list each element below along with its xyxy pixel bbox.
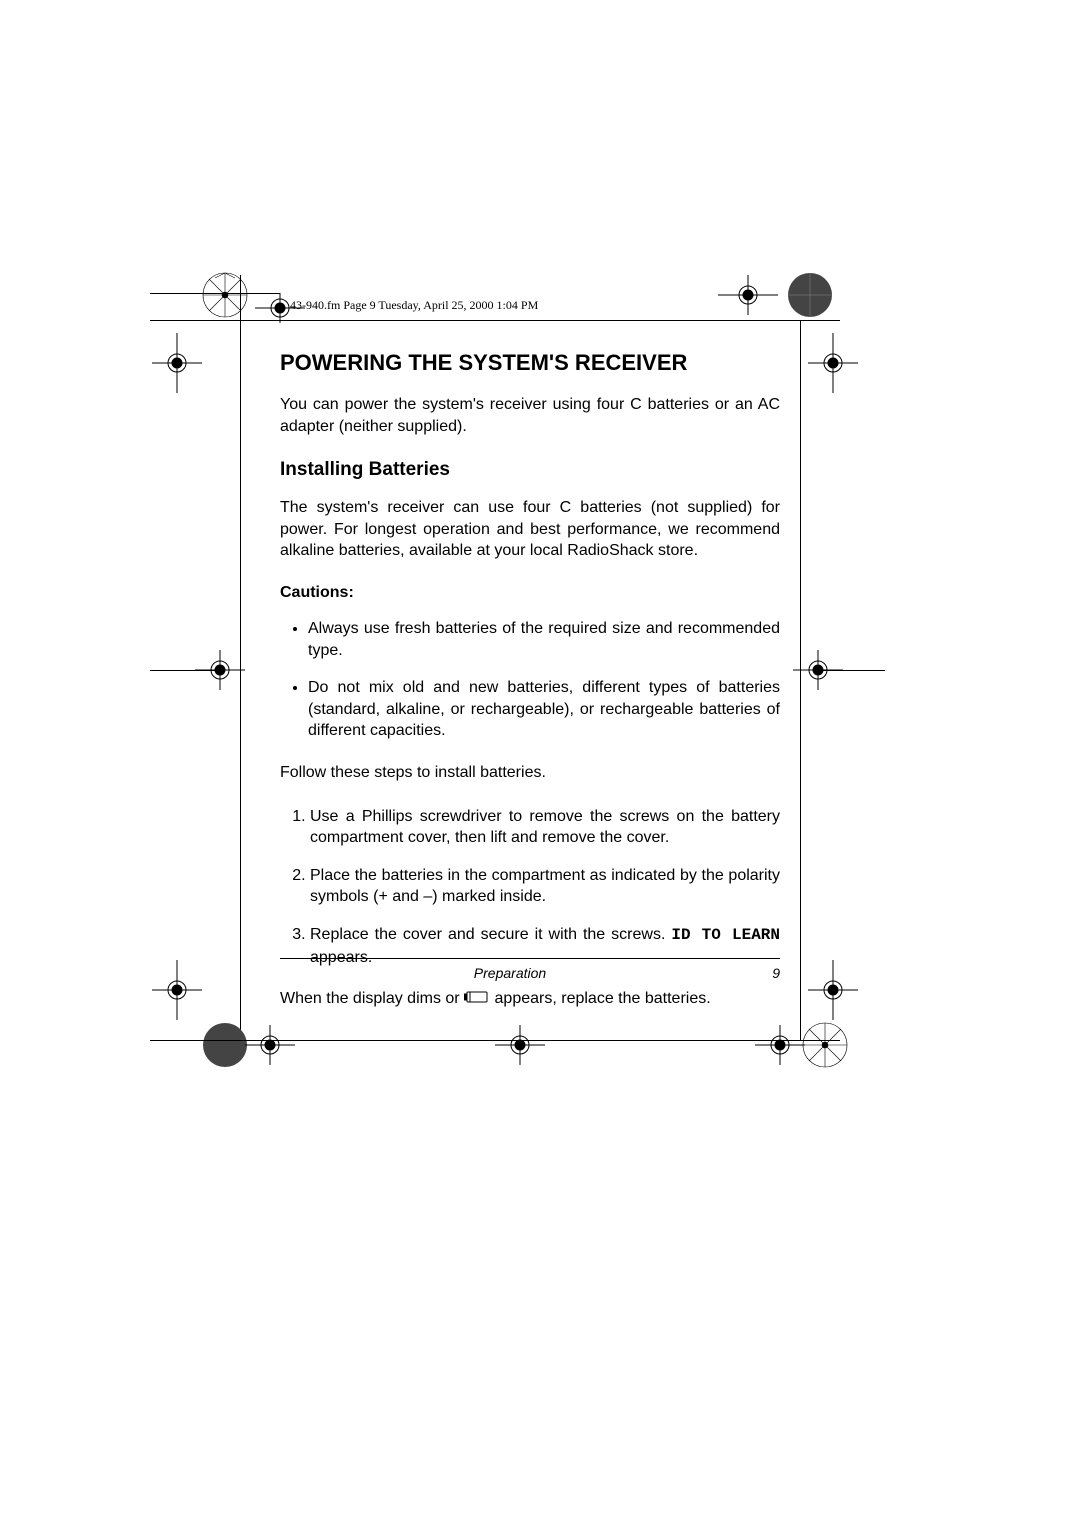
list-item: Place the batteries in the compartment a…	[310, 865, 780, 908]
section-title: POWERING THE SYSTEM'S RECEIVER	[280, 350, 780, 376]
content-area: POWERING THE SYSTEM'S RECEIVER You can p…	[280, 350, 780, 1032]
crop-mark	[150, 1040, 840, 1041]
step3-code: ID TO LEARN	[671, 926, 780, 944]
footer-section-label: Preparation	[280, 965, 740, 981]
closing-post: appears, replace the batteries.	[495, 990, 711, 1007]
registration-crosshair-icon	[718, 270, 778, 320]
step3-pre: Replace the cover and secure it with the…	[310, 926, 671, 943]
cautions-label: Cautions:	[280, 584, 780, 602]
crop-mark	[150, 320, 840, 321]
registration-crosshair-icon	[152, 333, 202, 393]
subsection-title: Installing Batteries	[280, 459, 780, 481]
registration-crosshair-icon	[808, 333, 858, 393]
subsection-intro: The system's receiver can use four C bat…	[280, 497, 780, 562]
running-header: 43-940.fm Page 9 Tuesday, April 25, 2000…	[290, 298, 538, 313]
closing-paragraph: When the display dims or appears, replac…	[280, 988, 780, 1010]
follow-text: Follow these steps to install batteries.	[280, 762, 780, 784]
list-item: Use a Phillips screwdriver to remove the…	[310, 806, 780, 849]
list-item: Always use fresh batteries of the requir…	[308, 618, 780, 661]
low-battery-icon	[464, 988, 490, 1010]
crop-mark	[240, 320, 241, 1040]
registration-fan-icon	[785, 270, 835, 320]
registration-fan-icon	[200, 270, 250, 320]
registration-crosshair-icon	[195, 645, 245, 695]
steps-list: Use a Phillips screwdriver to remove the…	[280, 806, 780, 969]
cautions-list: Always use fresh batteries of the requir…	[280, 618, 780, 742]
page-footer: Preparation 9	[280, 958, 780, 981]
registration-crosshair-icon	[808, 960, 858, 1020]
closing-pre: When the display dims or	[280, 990, 464, 1007]
registration-crosshair-icon	[152, 960, 202, 1020]
intro-paragraph: You can power the system's receiver usin…	[280, 394, 780, 437]
registration-fan-icon	[200, 1020, 250, 1070]
list-item: Do not mix old and new batteries, differ…	[308, 677, 780, 742]
registration-fan-icon	[800, 1020, 850, 1070]
footer-page-number: 9	[740, 965, 780, 981]
registration-crosshair-icon	[255, 293, 305, 323]
page: 43-940.fm Page 9 Tuesday, April 25, 2000…	[0, 0, 1080, 1528]
crop-mark	[800, 320, 801, 1040]
